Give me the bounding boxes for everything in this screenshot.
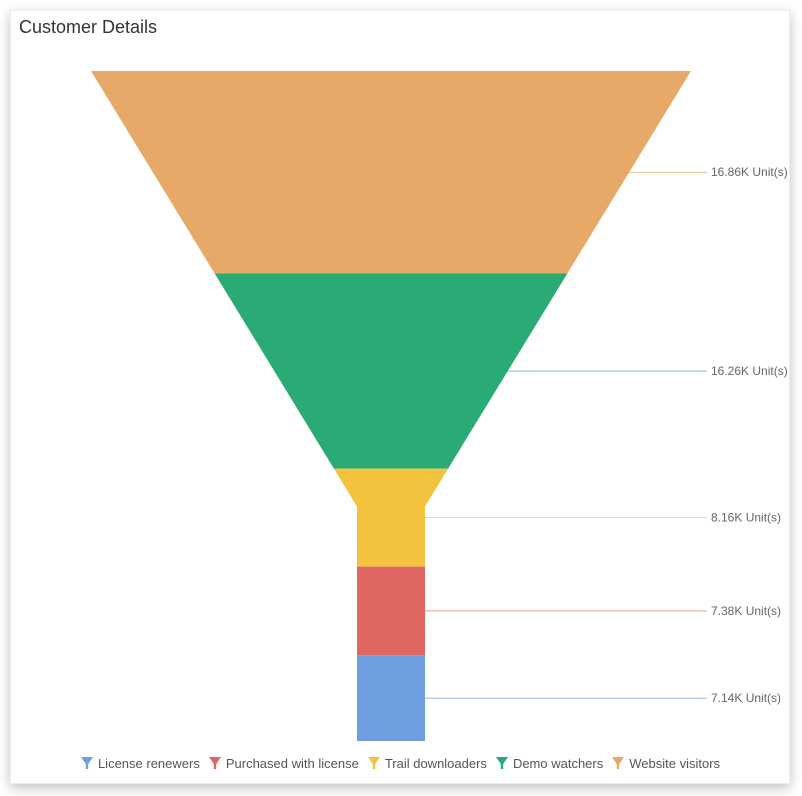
legend-label: Purchased with license xyxy=(226,756,359,771)
legend-label: Demo watchers xyxy=(513,756,603,771)
legend-label: Website visitors xyxy=(629,756,720,771)
segment-value-label: 8.16K Unit(s) xyxy=(711,511,781,525)
funnel-icon xyxy=(208,756,222,770)
legend-item[interactable]: Website visitors xyxy=(611,756,720,771)
legend-item[interactable]: Trail downloaders xyxy=(367,756,487,771)
segment-value-label: 7.14K Unit(s) xyxy=(711,691,781,705)
chart-card: Customer Details 16.86K Unit(s) 16.26K Un… xyxy=(10,10,790,784)
legend-label: License renewers xyxy=(98,756,200,771)
chart-legend: License renewers Purchased with license Tr… xyxy=(11,756,789,774)
funnel-icon xyxy=(495,756,509,770)
funnel-icon xyxy=(611,756,625,770)
legend-item[interactable]: License renewers xyxy=(80,756,200,771)
funnel-chart: 16.86K Unit(s) 16.26K Unit(s) 8.16K Unit(s… xyxy=(11,51,791,751)
funnel-segment[interactable] xyxy=(91,71,691,273)
funnel-segment[interactable] xyxy=(357,567,425,656)
segment-value-label: 16.26K Unit(s) xyxy=(711,364,788,378)
legend-label: Trail downloaders xyxy=(385,756,487,771)
segment-value-label: 16.86K Unit(s) xyxy=(711,165,788,179)
legend-item[interactable]: Demo watchers xyxy=(495,756,603,771)
legend-item[interactable]: Purchased with license xyxy=(208,756,359,771)
segment-value-label: 7.38K Unit(s) xyxy=(711,604,781,618)
funnel-segment[interactable] xyxy=(357,655,425,741)
funnel-icon xyxy=(367,756,381,770)
chart-title: Customer Details xyxy=(19,17,157,38)
funnel-icon xyxy=(80,756,94,770)
